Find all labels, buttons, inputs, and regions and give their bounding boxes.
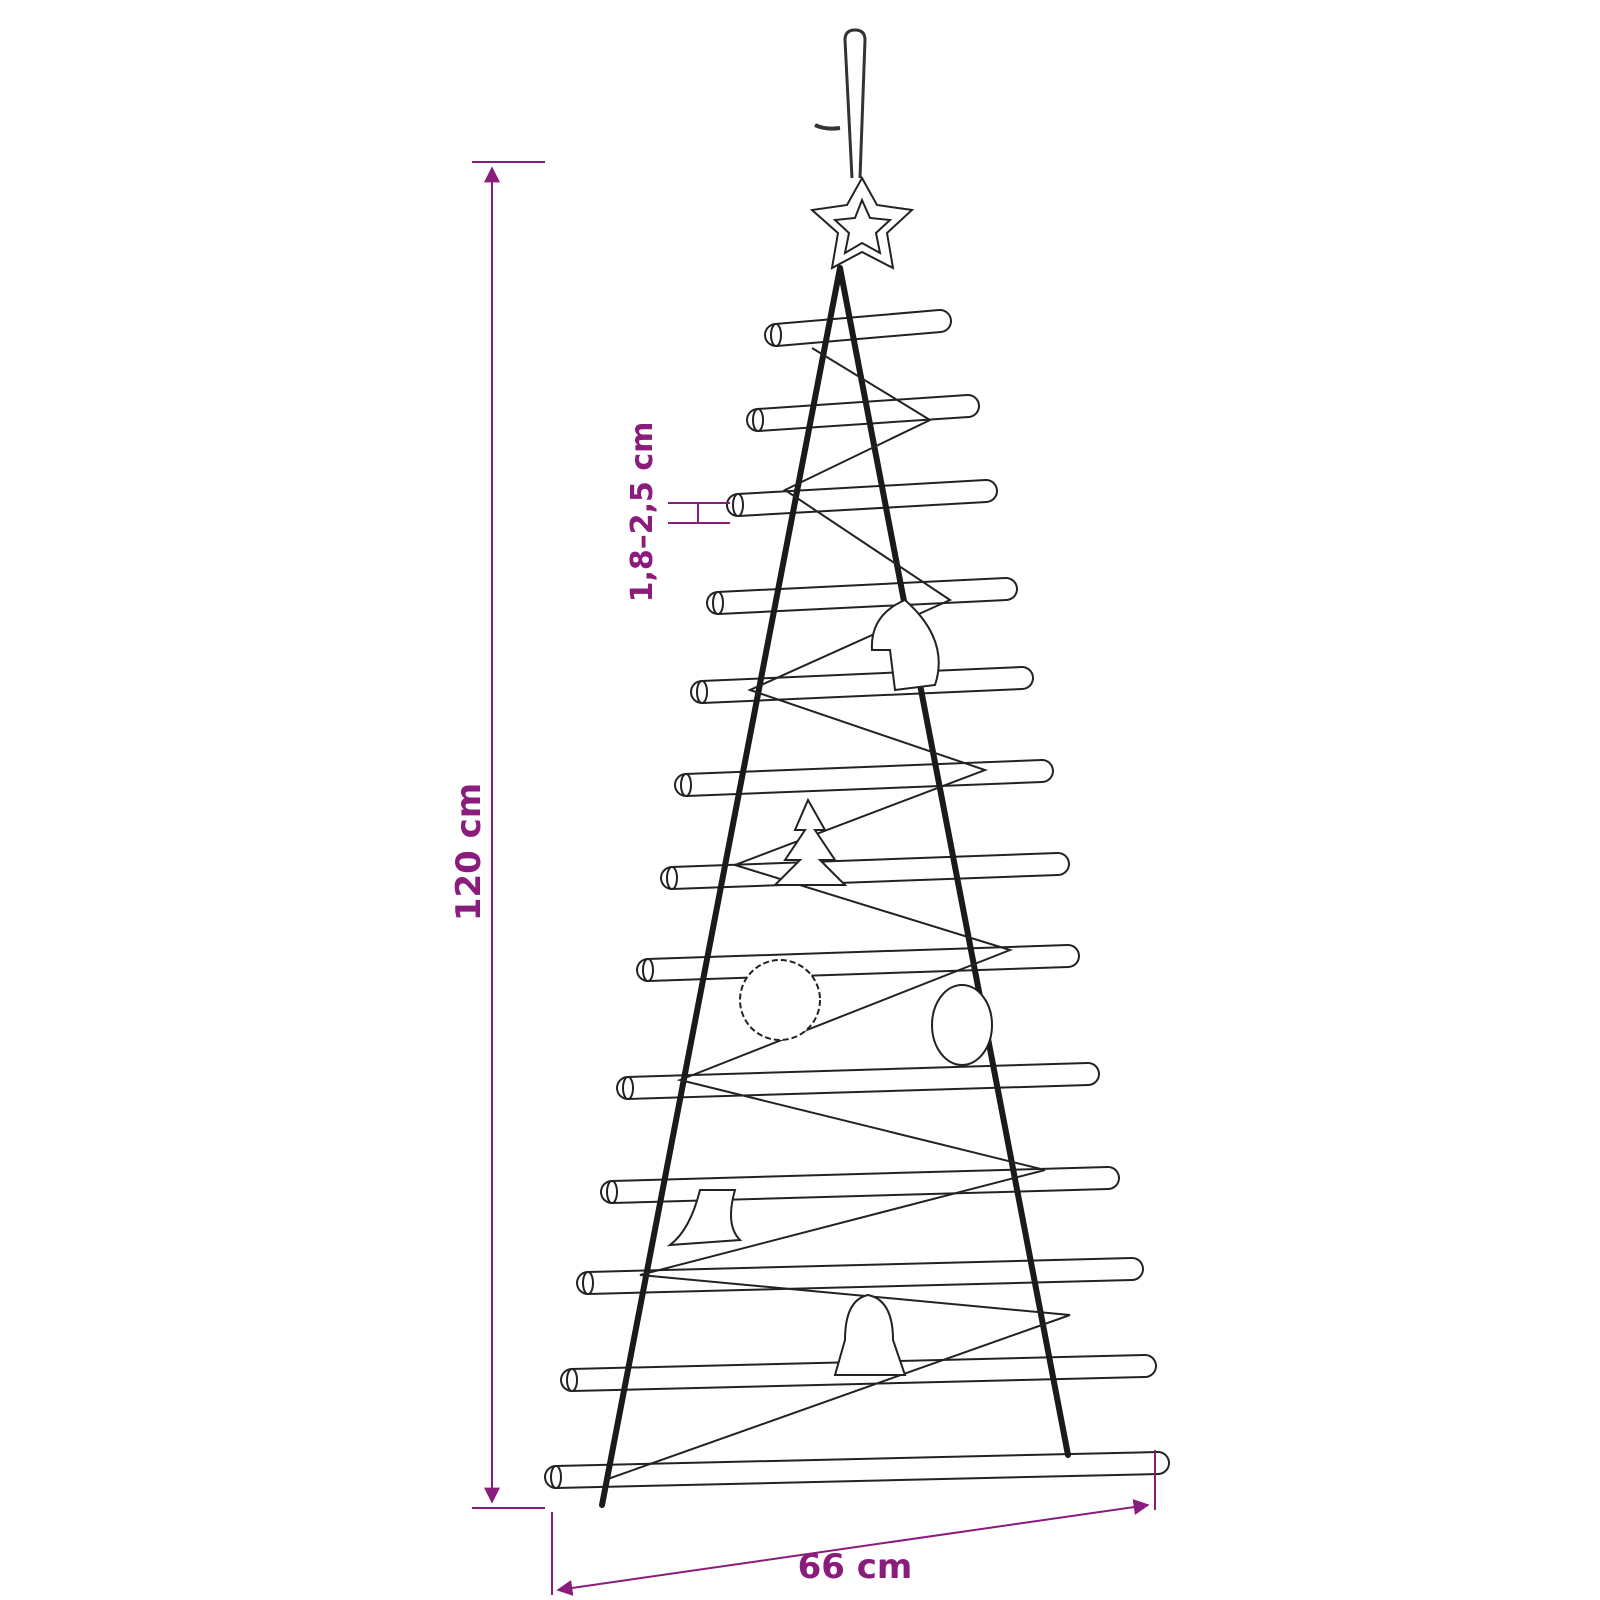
stick-end [566,1368,578,1392]
stick-end [696,680,708,704]
stick [692,668,1032,702]
stick [748,396,978,430]
hanger [814,28,867,179]
snowflake-ornament [739,959,821,1041]
sticks [544,309,1170,1489]
stick [766,311,950,345]
star [809,175,915,270]
width-label: 66 cm [798,1547,913,1587]
ball-ornament [931,984,993,1066]
bell-ornament [833,1293,907,1376]
stick [638,946,1078,980]
stick-end [606,1180,618,1204]
stick-end [622,1076,634,1100]
left-rope [599,265,843,1508]
width-arrow [556,1499,1150,1596]
stick [602,1168,1118,1202]
dimension-lines [472,161,1156,1596]
stick-end [666,866,678,890]
ropes [599,265,1071,1508]
stick-end [642,958,654,982]
loop [843,28,867,179]
stick [728,481,996,515]
knot [814,123,841,131]
light-wire [604,347,1071,1481]
stick-end [550,1465,562,1489]
stick-end [752,408,764,432]
stick [618,1064,1098,1098]
tree-ornament [772,797,848,886]
stick [708,579,1016,613]
stick-end [770,323,782,347]
stick-end [732,493,744,517]
height-label: 120 cm [449,783,489,921]
stick [546,1453,1168,1487]
right-rope [837,265,1071,1458]
stick [578,1259,1142,1293]
stick-end [712,591,724,615]
stick [676,761,1052,795]
stick-diameter-label: 1,8–2,5 cm [625,422,660,603]
ornaments [666,598,993,1376]
stick-end [680,773,692,797]
stick-end [582,1271,594,1295]
reindeer-ornament [666,1189,743,1247]
hat-ornament [870,598,940,692]
stick [662,854,1068,888]
